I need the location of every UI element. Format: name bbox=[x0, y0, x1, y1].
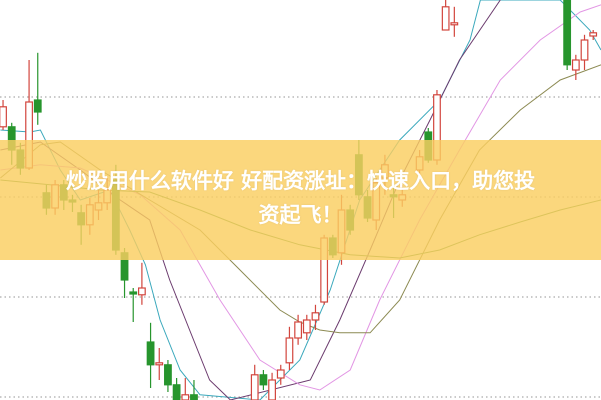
title-banner bbox=[0, 140, 601, 260]
candle-up bbox=[250, 374, 259, 400]
candle-up bbox=[450, 22, 459, 26]
candle-down bbox=[259, 374, 268, 386]
candle-down bbox=[146, 341, 155, 366]
candle-up bbox=[589, 32, 598, 37]
candle-down bbox=[563, 0, 572, 66]
candle-up bbox=[155, 362, 164, 366]
candle-up bbox=[311, 312, 320, 321]
candle-up bbox=[268, 379, 276, 400]
candle-down bbox=[190, 394, 198, 400]
candle-up bbox=[302, 319, 311, 334]
candle-down bbox=[164, 364, 172, 386]
candle-up bbox=[181, 394, 190, 400]
candle-up bbox=[580, 39, 589, 61]
candle-up bbox=[441, 6, 450, 31]
candle-up bbox=[571, 59, 580, 71]
candle-up bbox=[294, 321, 303, 339]
overlay-title: 炒股用什么软件好 好配资涨址：快速入口，助您投 资起飞！ bbox=[0, 164, 601, 232]
candle-up bbox=[276, 369, 285, 379]
title-line-2: 资起飞！ bbox=[258, 203, 343, 227]
title-line-1: 炒股用什么软件好 好配资涨址：快速入口，助您投 bbox=[65, 169, 536, 193]
candle-down bbox=[172, 384, 181, 400]
candle-up bbox=[137, 287, 146, 296]
candle-up bbox=[0, 106, 7, 128]
candle-up bbox=[285, 337, 294, 364]
candle-down bbox=[33, 99, 42, 113]
candle-down bbox=[129, 291, 138, 295]
